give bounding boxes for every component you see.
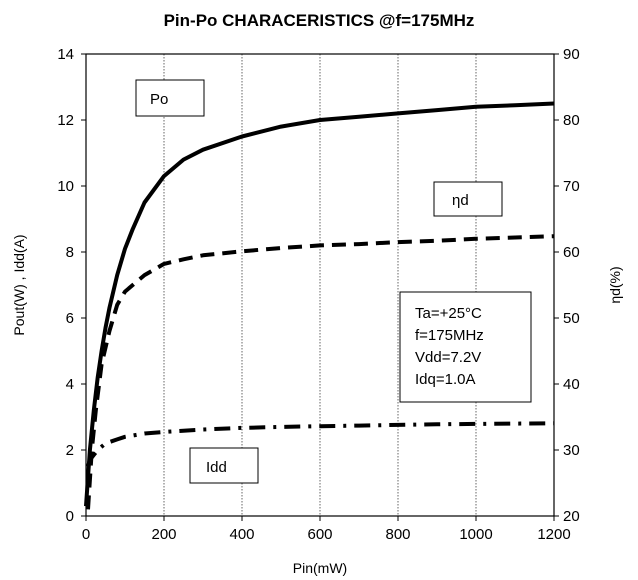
- x-tick-label: 1200: [537, 526, 570, 543]
- y-right-axis-label: ηd(%): [607, 266, 623, 303]
- y-left-tick-label: 8: [66, 244, 74, 261]
- y-left-axis-label: Pout(W) , Idd(A): [11, 234, 27, 335]
- y-right-tick-label: 90: [563, 46, 580, 63]
- po-label: Po: [150, 91, 168, 108]
- condition-line: Vdd=7.2V: [415, 349, 481, 366]
- condition-line: Idq=1.0A: [415, 371, 475, 388]
- x-tick-label: 600: [307, 526, 332, 543]
- y-left-tick-labels: 0 2 4 6 8 10 12 14: [57, 46, 86, 525]
- y-left-tick-label: 14: [57, 46, 74, 63]
- condition-line: f=175MHz: [415, 327, 484, 344]
- y-left-tick-label: 0: [66, 508, 74, 525]
- po-label-box: Po: [135, 79, 205, 117]
- y-left-tick-label: 12: [57, 112, 74, 129]
- efficiency-curve: [86, 234, 555, 510]
- idd-label-box: Idd: [189, 447, 259, 484]
- x-axis-label: Pin(mW): [293, 560, 347, 576]
- y-left-tick-label: 10: [57, 178, 74, 195]
- y-left-tick-label: 4: [66, 376, 74, 393]
- y-right-tick-label: 80: [563, 112, 580, 129]
- idd-curve: [86, 421, 555, 468]
- y-right-tick-label: 60: [563, 244, 580, 261]
- chart-title: Pin-Po CHARACERISTICS @f=175MHz: [164, 11, 475, 30]
- eta-label: ηd: [452, 192, 469, 209]
- eta-label-box: ηd: [433, 181, 503, 217]
- y-right-tick-label: 50: [563, 310, 580, 327]
- y-right-tick-labels: 20 30 40 50 60 70 80 90: [554, 46, 580, 525]
- y-left-tick-label: 2: [66, 442, 74, 459]
- conditions-box: Ta=+25°C f=175MHz Vdd=7.2V Idq=1.0A: [399, 291, 532, 403]
- x-tick-label: 400: [229, 526, 254, 543]
- y-right-tick-label: 30: [563, 442, 580, 459]
- y-right-tick-label: 40: [563, 376, 580, 393]
- x-tick-labels: 0 200 400 600 800 1000 1200: [82, 516, 571, 543]
- po-curve: [84, 101, 555, 507]
- x-tick-label: 1000: [459, 526, 492, 543]
- x-tick-label: 200: [151, 526, 176, 543]
- idd-label: Idd: [206, 459, 227, 476]
- condition-line: Ta=+25°C: [415, 305, 482, 322]
- series-lines: [84, 101, 555, 510]
- grid-lines: [163, 54, 477, 516]
- x-tick-label: 800: [385, 526, 410, 543]
- y-right-tick-label: 20: [563, 508, 580, 525]
- y-left-tick-label: 6: [66, 310, 74, 327]
- x-tick-label: 0: [82, 526, 90, 543]
- y-right-tick-label: 70: [563, 178, 580, 195]
